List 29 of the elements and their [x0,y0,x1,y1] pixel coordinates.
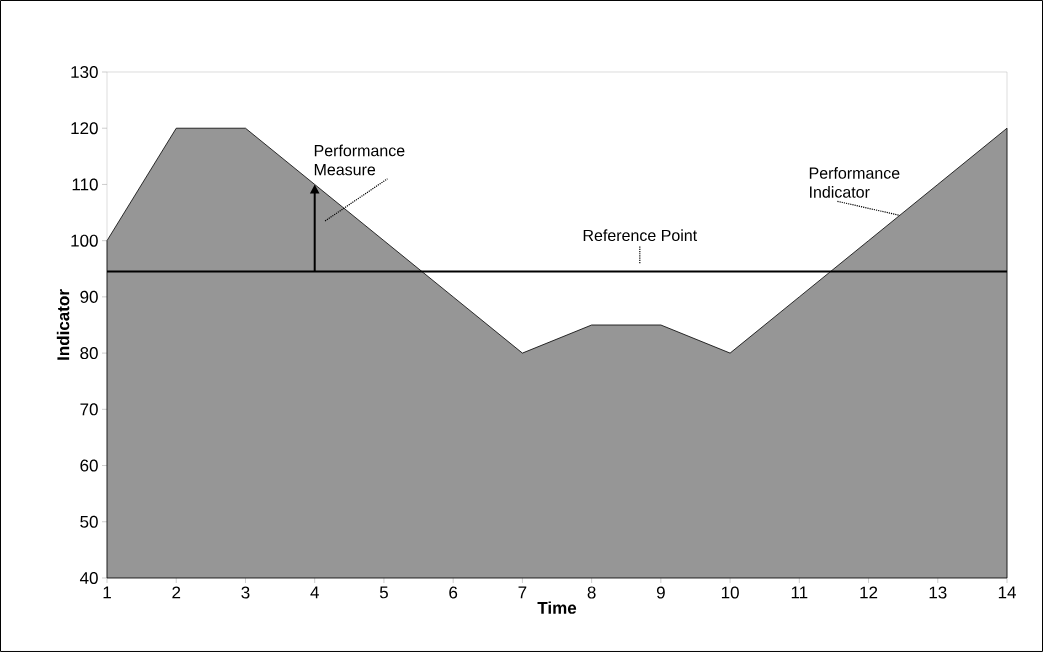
y-tick-label: 100 [71,234,98,247]
x-tick-label: 10 [721,586,739,599]
y-tick-label: 70 [80,403,98,416]
y-tick-label: 50 [80,515,98,528]
y-tick-label: 130 [71,65,98,79]
x-tick-label: 7 [518,586,527,599]
y-tick-label: 120 [71,122,98,135]
annotation: Performance Measure [314,144,405,176]
y-tick-label: 60 [80,459,98,472]
x-tick-label: 2 [172,586,181,599]
y-tick-label: 110 [72,178,98,191]
y-tick-label: 80 [80,347,98,360]
y-tick-label: 40 [79,571,98,585]
x-tick-label: 1 [103,586,111,599]
x-tick-label: 9 [656,586,665,599]
x-tick-label: 13 [929,586,947,599]
x-axis-title: Time [537,601,577,614]
x-tick-label: 11 [791,586,808,599]
x-tick-label: 6 [449,586,458,599]
annotation: Performance Indicator [809,167,900,198]
ref-line-label: Reference Point [583,229,698,242]
x-tick-label: 3 [241,586,250,599]
x-tick-label: 12 [860,586,878,599]
x-tick-label: 4 [310,586,319,599]
y-axis-title: Indicator [56,289,70,360]
x-tick-label: 14 [998,586,1016,599]
y-tick-label: 90 [80,290,98,303]
x-tick-label: 8 [587,586,596,599]
x-tick-label: 5 [379,586,388,599]
